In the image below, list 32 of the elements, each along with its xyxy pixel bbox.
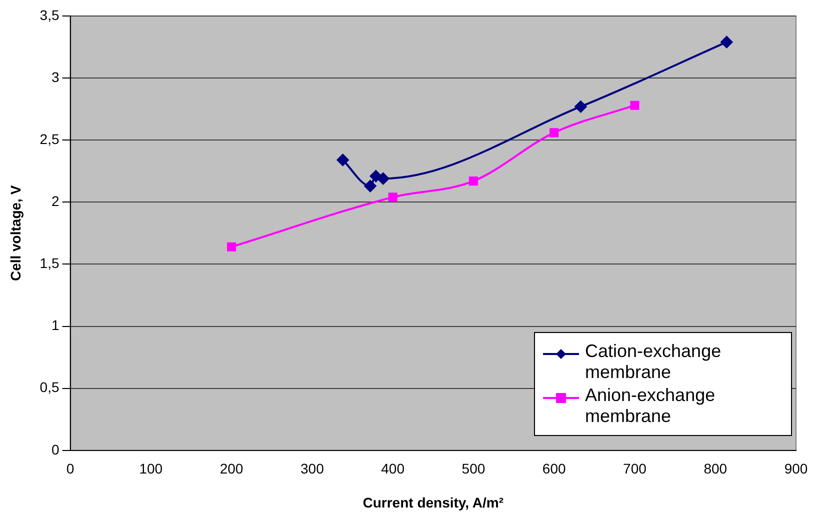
point: [227, 242, 236, 252]
x-tick-label: 900: [784, 460, 808, 477]
x-tick-label: 500: [462, 460, 486, 477]
y-tick-label: 0: [51, 441, 60, 458]
x-tick-label: 400: [381, 460, 405, 477]
legend-label: Anion-exchange membrane: [585, 385, 716, 427]
point: [388, 192, 398, 202]
point: [468, 176, 478, 186]
point: [377, 172, 390, 185]
x-tick-label: 600: [542, 460, 566, 477]
x-tick-label: 700: [623, 460, 647, 477]
x-tick-label: 300: [300, 460, 324, 477]
point: [720, 36, 733, 48]
x-axis-title: Current density, A/m²: [362, 494, 504, 510]
x-tick-label: 800: [704, 460, 728, 477]
y-tick-label: 1,5: [40, 255, 60, 272]
legend-label: Cation-exchange membrane: [585, 341, 722, 383]
point: [630, 100, 640, 110]
y-tick-label: 0,5: [40, 379, 60, 396]
point: [574, 100, 587, 113]
y-tick-label: 2,5: [40, 130, 60, 147]
point: [364, 180, 376, 192]
x-tick-label: 0: [66, 460, 74, 477]
y-tick-label: 2: [51, 193, 60, 210]
y-axis-title: Cell voltage, V: [7, 184, 24, 282]
x-tick-label: 200: [220, 460, 244, 477]
point: [336, 154, 349, 166]
y-tick-label: 3,5: [40, 6, 60, 23]
y-tick-label: 1: [51, 317, 60, 334]
y-tick-label: 3: [51, 68, 60, 85]
x-tick-label: 100: [139, 460, 163, 477]
point: [550, 128, 559, 138]
